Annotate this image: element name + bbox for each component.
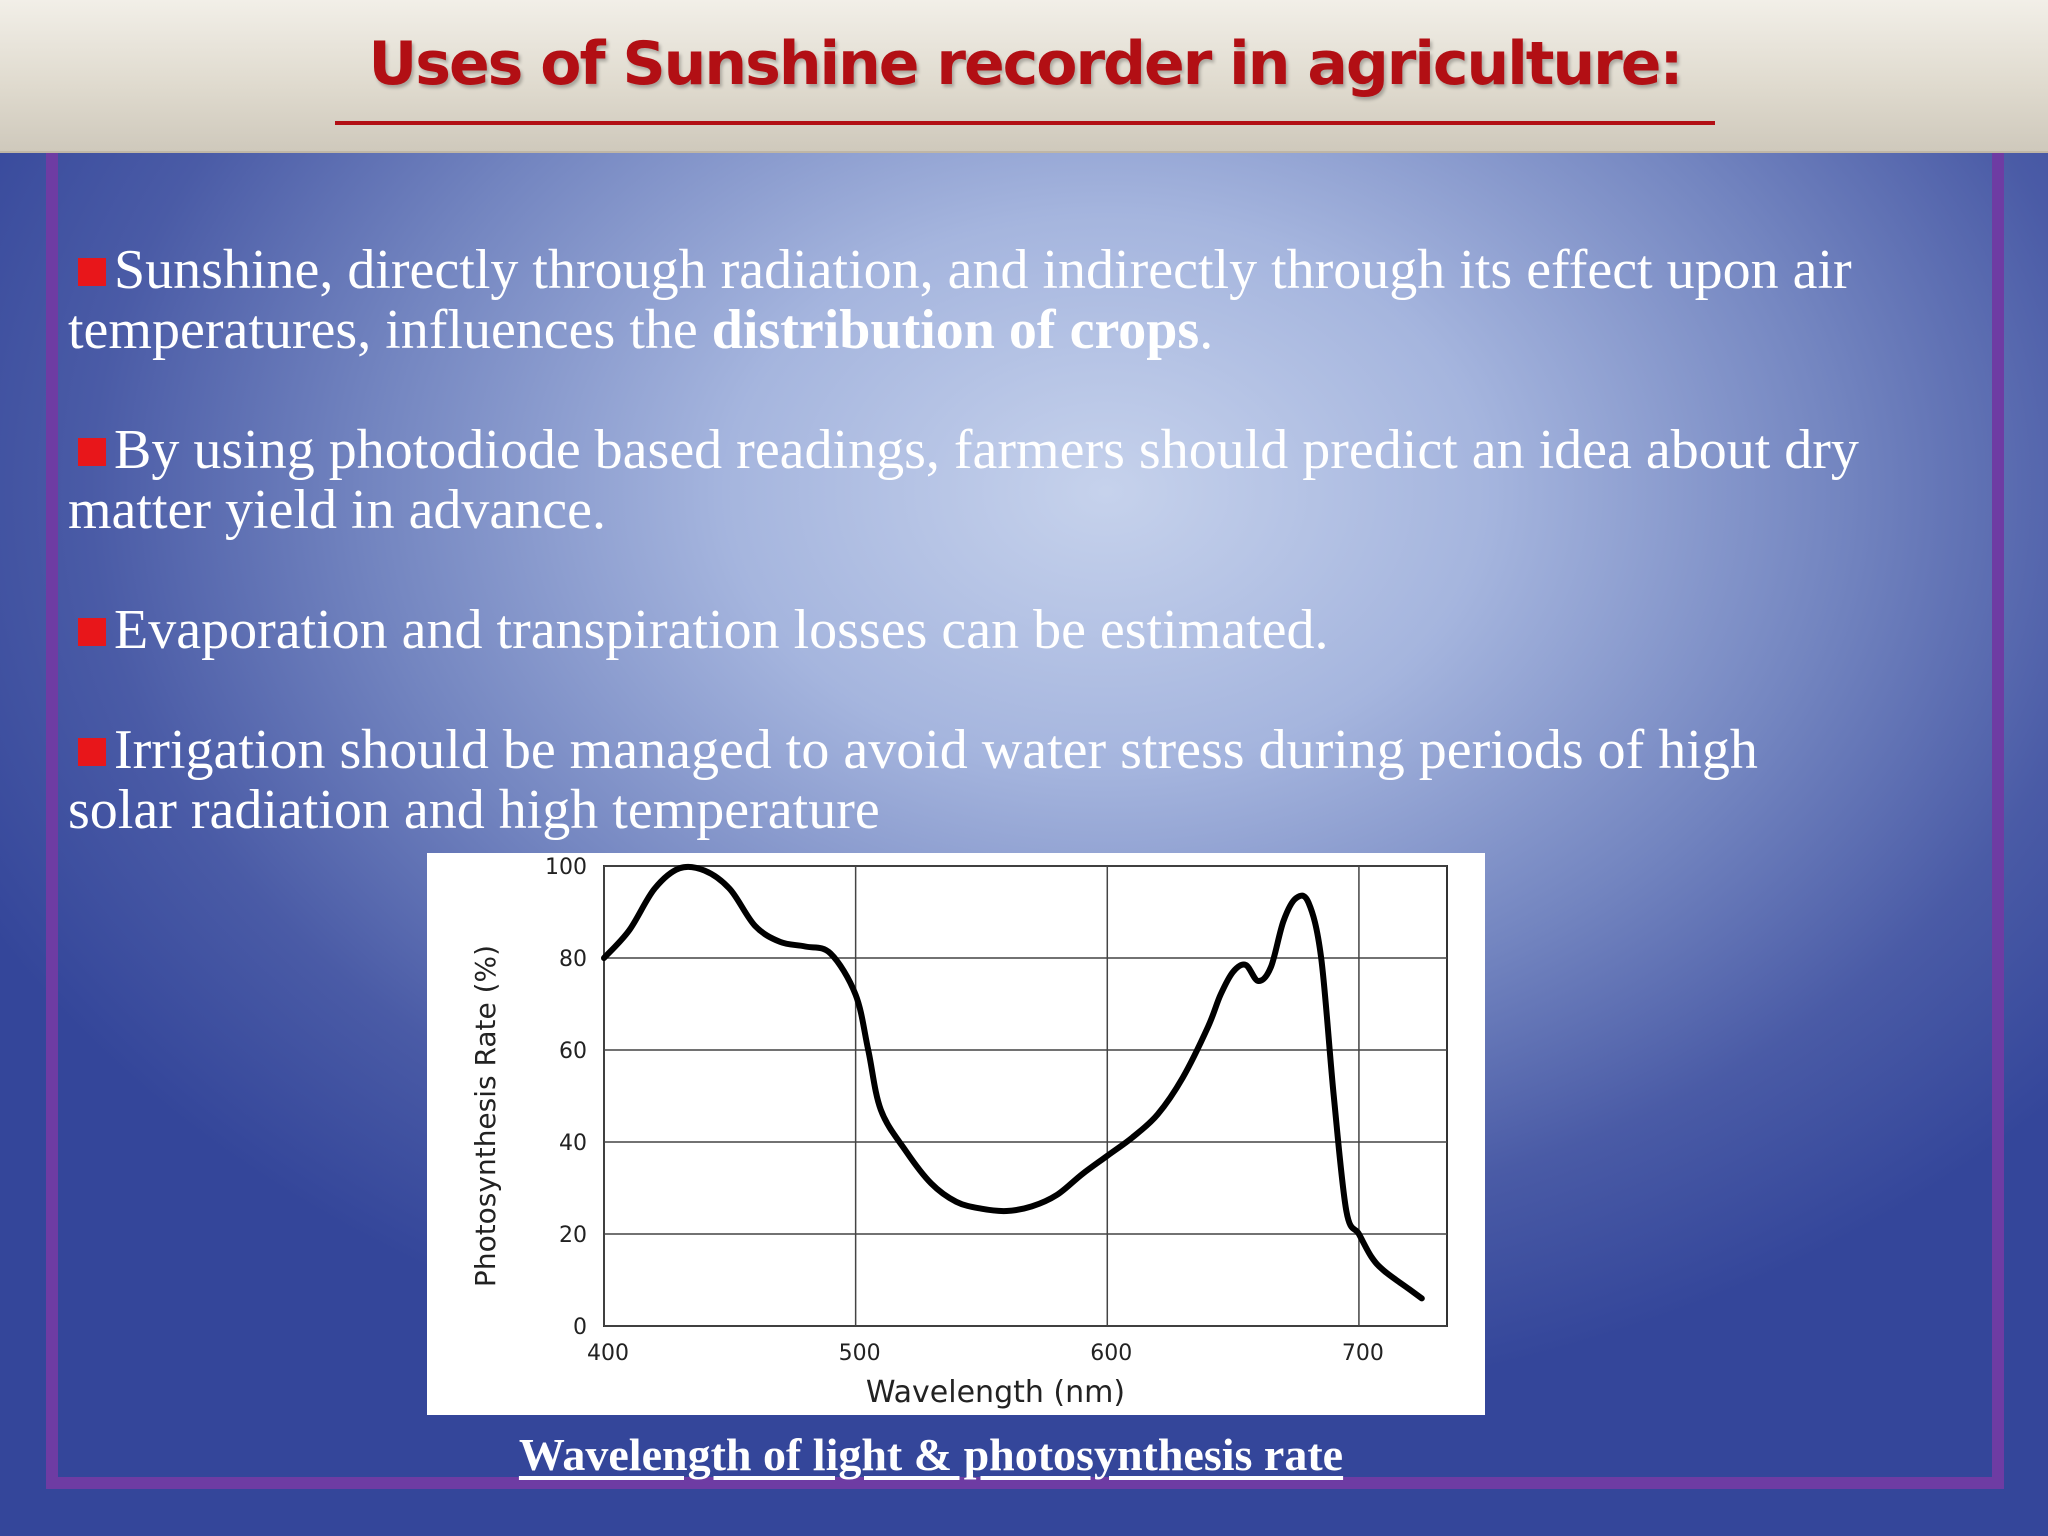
y-tick-label: 0: [573, 1315, 587, 1340]
title-bar: Uses of Sunshine recorder in agriculture…: [0, 0, 2048, 153]
bullet-text: Evaporation and transpiration losses can…: [114, 599, 1329, 661]
y-axis-label: Photosynthesis Rate (%): [469, 945, 502, 1287]
square-bullet-icon: [78, 738, 106, 766]
bullet-text: Irrigation should be managed to avoid wa…: [68, 719, 1758, 841]
bullet-item: Irrigation should be managed to avoid wa…: [68, 720, 1868, 840]
x-tick-label: 700: [1342, 1341, 1384, 1366]
square-bullet-icon: [78, 258, 106, 286]
bullet-text: By using photodiode based readings, farm…: [68, 419, 1859, 541]
x-axis-label: Wavelength (nm): [866, 1375, 1125, 1410]
y-tick-label: 60: [559, 1039, 587, 1064]
bullet-bold-text: distribution of crops: [711, 299, 1200, 361]
photosynthesis-rate-line: [601, 863, 1425, 1302]
title-underline: [335, 121, 1715, 125]
square-bullet-icon: [78, 438, 106, 466]
y-tick-label: 80: [559, 947, 587, 972]
bullet-text: Sunshine, directly through radiation, an…: [68, 239, 1852, 361]
bullet-item: Evaporation and transpiration losses can…: [68, 600, 1868, 660]
photosynthesis-chart: 0 20 40 60 80 100 400 500 600 700 Wavelength (nm) P…: [469, 855, 1448, 1410]
bullet-list: Sunshine, directly through radiation, an…: [68, 240, 1868, 900]
y-tick-label: 40: [559, 1131, 587, 1156]
chart-panel: 0 20 40 60 80 100 400 500 600 700 Wavelength (nm) P…: [427, 853, 1485, 1415]
bullet-text-end: .: [1199, 299, 1214, 361]
square-bullet-icon: [78, 618, 106, 646]
y-tick-label: 20: [559, 1223, 587, 1248]
x-tick-label: 600: [1090, 1341, 1132, 1366]
chart-caption: Wavelength of light & photosynthesis rat…: [518, 1429, 1344, 1480]
bullet-item: By using photodiode based readings, farm…: [68, 420, 1868, 540]
x-tick-label: 500: [839, 1341, 881, 1366]
slide-title: Uses of Sunshine recorder in agriculture…: [368, 29, 1684, 99]
slide-frame: [46, 153, 2004, 1489]
y-tick-label: 100: [545, 855, 587, 880]
x-tick-label: 400: [587, 1341, 629, 1366]
bullet-item: Sunshine, directly through radiation, an…: [68, 240, 1868, 360]
